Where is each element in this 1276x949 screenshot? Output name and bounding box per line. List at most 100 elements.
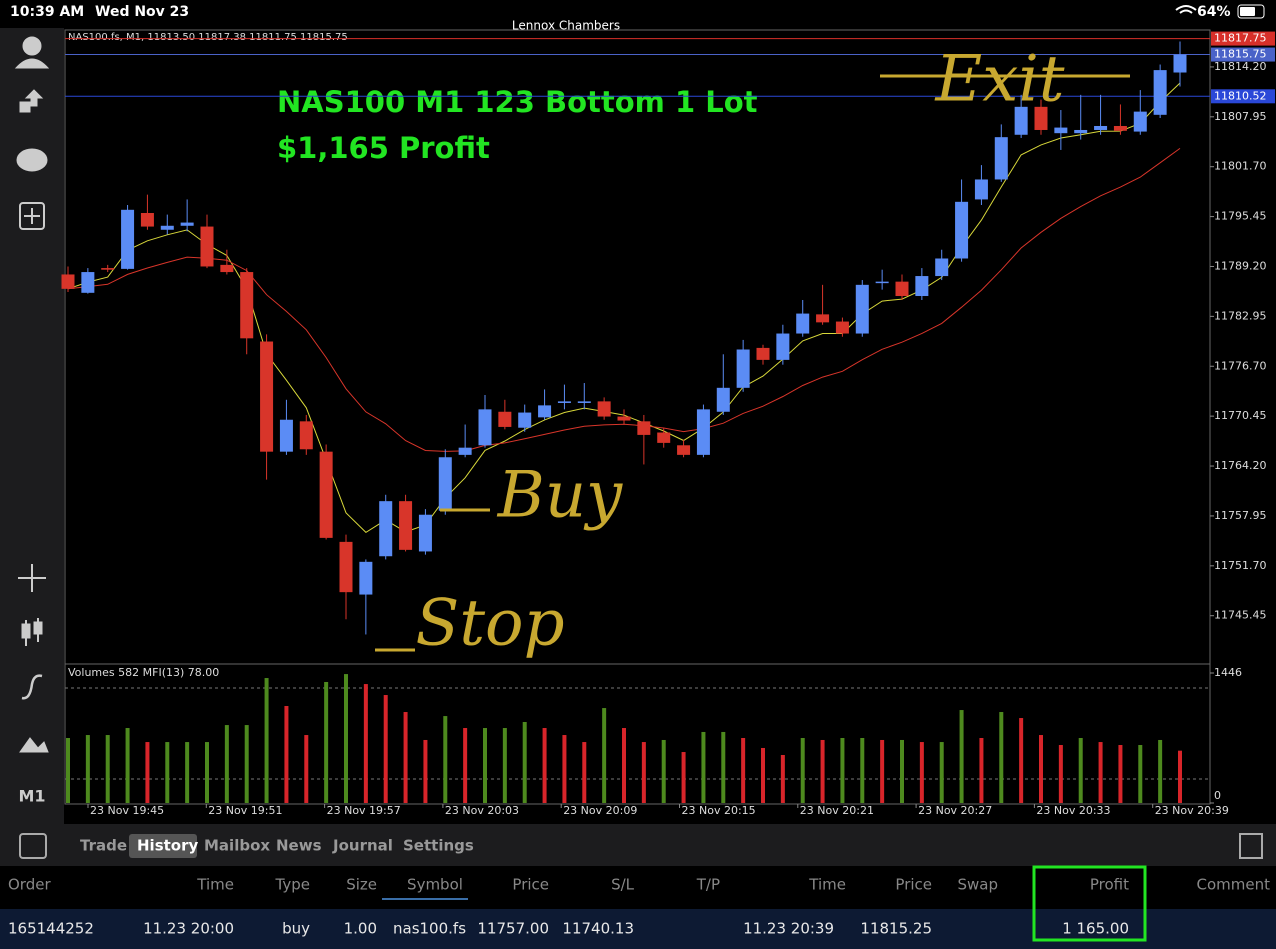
volume-tick-label: 1446: [1214, 666, 1242, 679]
volume-bar: [721, 731, 726, 803]
candle-body: [299, 421, 313, 450]
volume-bar: [602, 708, 607, 803]
timeframe-button[interactable]: M1: [18, 787, 45, 806]
x-tick-label: 23 Nov 20:15: [682, 804, 756, 817]
column-header: Symbol: [407, 876, 463, 894]
volume-bar: [919, 742, 924, 803]
volume-bar: [681, 752, 686, 803]
volume-bar: [1098, 742, 1103, 803]
volume-bar: [264, 678, 269, 803]
column-header: Type: [275, 876, 310, 894]
account-icon[interactable]: [22, 36, 42, 56]
annotation: Stop: [415, 587, 564, 661]
tab[interactable]: Journal: [332, 837, 393, 855]
candle-body: [260, 341, 274, 452]
y-tick-label: 11770.45: [1214, 409, 1267, 422]
toolbar-icons: [14, 36, 50, 753]
candle-body: [1034, 106, 1048, 130]
table-cell: 1 165.00: [1062, 920, 1129, 938]
calendar-icon[interactable]: [19, 833, 47, 859]
price-label: 11810.52: [1214, 89, 1267, 102]
candle-body: [796, 313, 810, 334]
battery-icon: [1237, 4, 1265, 19]
table-cell: 11757.00: [477, 920, 549, 938]
candle-body: [279, 419, 293, 452]
volume-bar: [403, 712, 408, 803]
tab[interactable]: News: [276, 837, 322, 855]
candle-body: [915, 276, 929, 297]
table-cell: 165144252: [8, 920, 94, 938]
candle-body: [101, 268, 115, 270]
x-tick-label: 23 Nov 19:45: [90, 804, 164, 817]
history-row[interactable]: [0, 909, 1276, 949]
tab[interactable]: Settings: [403, 837, 474, 855]
x-tick-label: 23 Nov 20:39: [1155, 804, 1229, 817]
volume-bar: [502, 728, 507, 803]
volume-bar: [165, 742, 170, 803]
volume-bar: [900, 739, 904, 803]
tab[interactable]: Mailbox: [204, 837, 270, 855]
candle-body: [121, 209, 135, 269]
x-tick-label: 23 Nov 20:33: [1036, 804, 1110, 817]
volume-bar: [125, 728, 130, 803]
annotation: Buy: [497, 459, 623, 533]
x-tick-label: 23 Nov 20:03: [445, 804, 519, 817]
volume-bar: [840, 738, 845, 803]
chart-subtitle: $1,165 Profit: [277, 131, 490, 165]
account-name: Lennox Chambers: [512, 19, 620, 33]
y-tick-label: 11776.70: [1214, 359, 1267, 372]
chart-header: NAS100.fs, M1, 11813.50 11817.38 11811.7…: [68, 32, 348, 43]
candle-body: [220, 264, 234, 273]
volume-bar: [1178, 750, 1182, 803]
candle-body: [1074, 129, 1088, 134]
trade-icon[interactable]: [19, 89, 44, 113]
volume-bar: [582, 742, 587, 803]
column-header: Price: [512, 876, 549, 894]
volume-header: Volumes 582 MFI(13) 78.00: [68, 666, 219, 679]
price-label-bg: [1211, 31, 1275, 46]
y-tick-label: 11751.70: [1214, 559, 1267, 572]
volume-bar: [1039, 735, 1043, 803]
candle-body: [875, 281, 889, 284]
candle-body: [855, 284, 869, 334]
candle-b: [33, 621, 43, 635]
volume-bar: [105, 735, 110, 803]
layout-icon[interactable]: [1239, 833, 1263, 859]
volume-bar: [701, 731, 706, 803]
volume-bar: [1078, 738, 1083, 803]
x-tick-label: 23 Nov 19:51: [208, 804, 282, 817]
crosshair-icon[interactable]: [18, 564, 46, 592]
volume-bar: [780, 754, 785, 803]
candle-a: [21, 623, 31, 639]
x-tick-label: 23 Nov 20:09: [563, 804, 637, 817]
chat-icon[interactable]: [16, 148, 48, 172]
volume-pane-frame: [64, 663, 1211, 805]
candle-body: [538, 405, 552, 418]
column-header: T/P: [696, 876, 720, 894]
volume-bar: [939, 742, 944, 803]
candle-body: [498, 411, 512, 427]
volume-bar: [622, 728, 626, 803]
candle-body: [478, 409, 492, 446]
volume-bar: [85, 735, 90, 803]
indicators-icon[interactable]: [21, 674, 43, 700]
volume-bar: [1138, 745, 1143, 803]
candle-body: [61, 274, 75, 289]
candle-body: [418, 514, 432, 552]
y-tick-label: 11789.20: [1214, 259, 1267, 272]
date: Wed Nov 23: [95, 4, 189, 20]
new-order-icon[interactable]: [19, 202, 45, 230]
tab[interactable]: Trade: [80, 837, 127, 855]
volume-bar: [979, 738, 984, 803]
objects-icon[interactable]: [19, 737, 49, 753]
volume-bar: [741, 738, 746, 803]
candle-body: [835, 321, 849, 334]
candle-body: [518, 412, 532, 428]
volume-bar: [66, 738, 70, 803]
account-icon-body: [14, 58, 50, 69]
y-tick-label: 11814.20: [1214, 60, 1267, 73]
candle-body: [1014, 106, 1028, 135]
tab[interactable]: History: [137, 837, 198, 855]
